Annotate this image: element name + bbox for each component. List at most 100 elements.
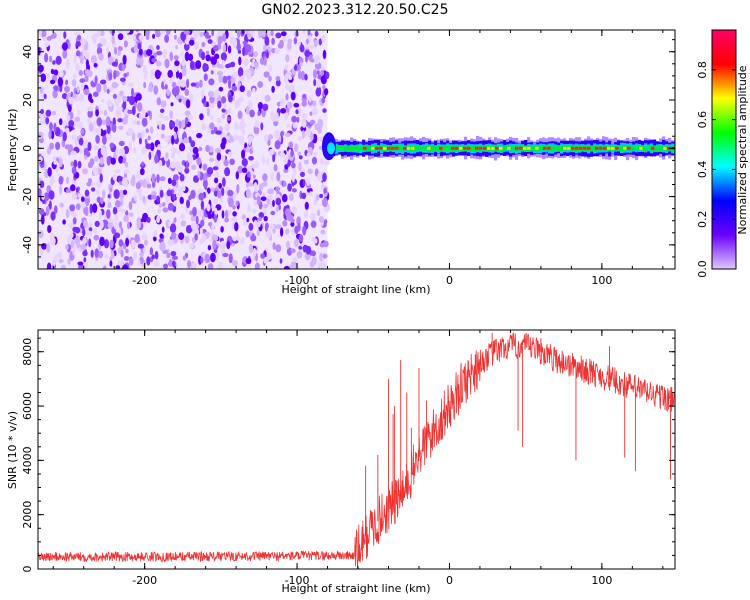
- signal-band-cell: [419, 145, 423, 151]
- signal-band-cell: [413, 145, 417, 151]
- noise-blob: [234, 99, 241, 109]
- noise-blob: [290, 262, 297, 269]
- noise-blob: [304, 73, 308, 81]
- noise-blob: [106, 125, 111, 135]
- noise-blob: [158, 120, 162, 131]
- noise-blob: [46, 243, 51, 253]
- noise-blob: [184, 51, 190, 62]
- noise-blob: [283, 156, 288, 165]
- noise-blob: [237, 30, 241, 39]
- noise-blob: [245, 105, 250, 115]
- signal-band-cell: [659, 145, 663, 152]
- noise-blob: [92, 166, 99, 176]
- signal-core-cell: [615, 146, 619, 150]
- noise-blob: [127, 221, 131, 230]
- noise-blob: [194, 233, 198, 241]
- noise-blob: [44, 168, 49, 179]
- noise-blob: [258, 212, 265, 219]
- noise-blob: [227, 79, 232, 89]
- noise-blob: [83, 219, 88, 228]
- noise-blob: [168, 221, 171, 227]
- noise-blob: [215, 130, 222, 135]
- noise-blob: [295, 109, 299, 115]
- noise-blob: [159, 30, 166, 35]
- noise-blob: [109, 142, 115, 148]
- noise-blob: [112, 93, 117, 99]
- noise-blob: [130, 239, 136, 249]
- noise-blob: [230, 36, 236, 45]
- noise-blob: [87, 141, 92, 152]
- signal-core-cell: [371, 146, 375, 150]
- noise-blob: [203, 73, 208, 81]
- noise-blob: [58, 258, 64, 264]
- noise-blob: [263, 133, 269, 143]
- noise-blob: [101, 98, 105, 103]
- noise-blob: [251, 232, 255, 242]
- noise-blob: [283, 74, 289, 84]
- noise-blob: [146, 216, 151, 223]
- noise-blob: [286, 101, 293, 110]
- noise-blob: [113, 70, 117, 80]
- noise-blob: [279, 227, 284, 237]
- noise-blob: [53, 85, 59, 91]
- noise-blob: [212, 239, 217, 250]
- noise-blob: [297, 136, 303, 141]
- signal-core-cell: [543, 146, 547, 150]
- noise-blob: [232, 211, 237, 217]
- noise-blob: [206, 107, 210, 117]
- noise-blob: [321, 97, 326, 104]
- noise-blob: [171, 135, 175, 145]
- noise-blob: [46, 262, 52, 269]
- noise-blob: [128, 212, 134, 217]
- noise-blob: [132, 35, 136, 41]
- noise-blob: [87, 106, 94, 112]
- signal-core-cell: [491, 146, 495, 150]
- signal-band-cell: [425, 144, 429, 152]
- noise-blob: [247, 203, 251, 213]
- noise-blob: [84, 155, 88, 160]
- noise-blob: [322, 172, 327, 182]
- signal-core-cell: [439, 146, 443, 150]
- noise-blob: [186, 78, 190, 89]
- noise-blob: [80, 244, 87, 251]
- noise-blob: [56, 252, 63, 259]
- noise-blob: [180, 220, 187, 227]
- noise-blob: [288, 75, 293, 81]
- noise-blob: [240, 118, 245, 127]
- noise-blob: [79, 55, 84, 65]
- noise-blob: [199, 31, 204, 38]
- noise-blob: [114, 169, 121, 174]
- noise-blob: [262, 103, 269, 112]
- noise-blob: [264, 94, 271, 102]
- noise-blob: [307, 30, 311, 36]
- signal-band-cell: [569, 145, 573, 152]
- noise-blob: [141, 161, 145, 167]
- colorbar-tick-label: 0.4: [696, 161, 709, 179]
- noise-blob: [253, 219, 258, 227]
- noise-blob: [293, 102, 300, 108]
- noise-blob: [40, 108, 44, 115]
- noise-blob: [241, 167, 248, 173]
- noise-blob: [201, 215, 206, 221]
- noise-blob: [103, 83, 107, 93]
- noise-blob: [71, 79, 77, 87]
- snr-ytick-label: 4000: [21, 446, 34, 474]
- signal-band-cell: [470, 145, 474, 152]
- noise-blob: [77, 160, 82, 169]
- noise-blob: [118, 155, 124, 164]
- noise-blob: [134, 233, 140, 244]
- noise-blob: [39, 180, 45, 189]
- noise-blob: [301, 192, 307, 199]
- signal-core-cell: [607, 146, 611, 150]
- noise-blob: [221, 210, 225, 219]
- noise-blob: [175, 45, 179, 50]
- noise-blob: [108, 72, 113, 81]
- noise-blob: [310, 212, 316, 222]
- noise-blob: [96, 83, 102, 93]
- noise-blob: [40, 73, 47, 82]
- noise-blob: [171, 193, 176, 201]
- noise-blob: [74, 226, 81, 234]
- noise-blob: [152, 236, 157, 242]
- noise-blob: [137, 259, 141, 266]
